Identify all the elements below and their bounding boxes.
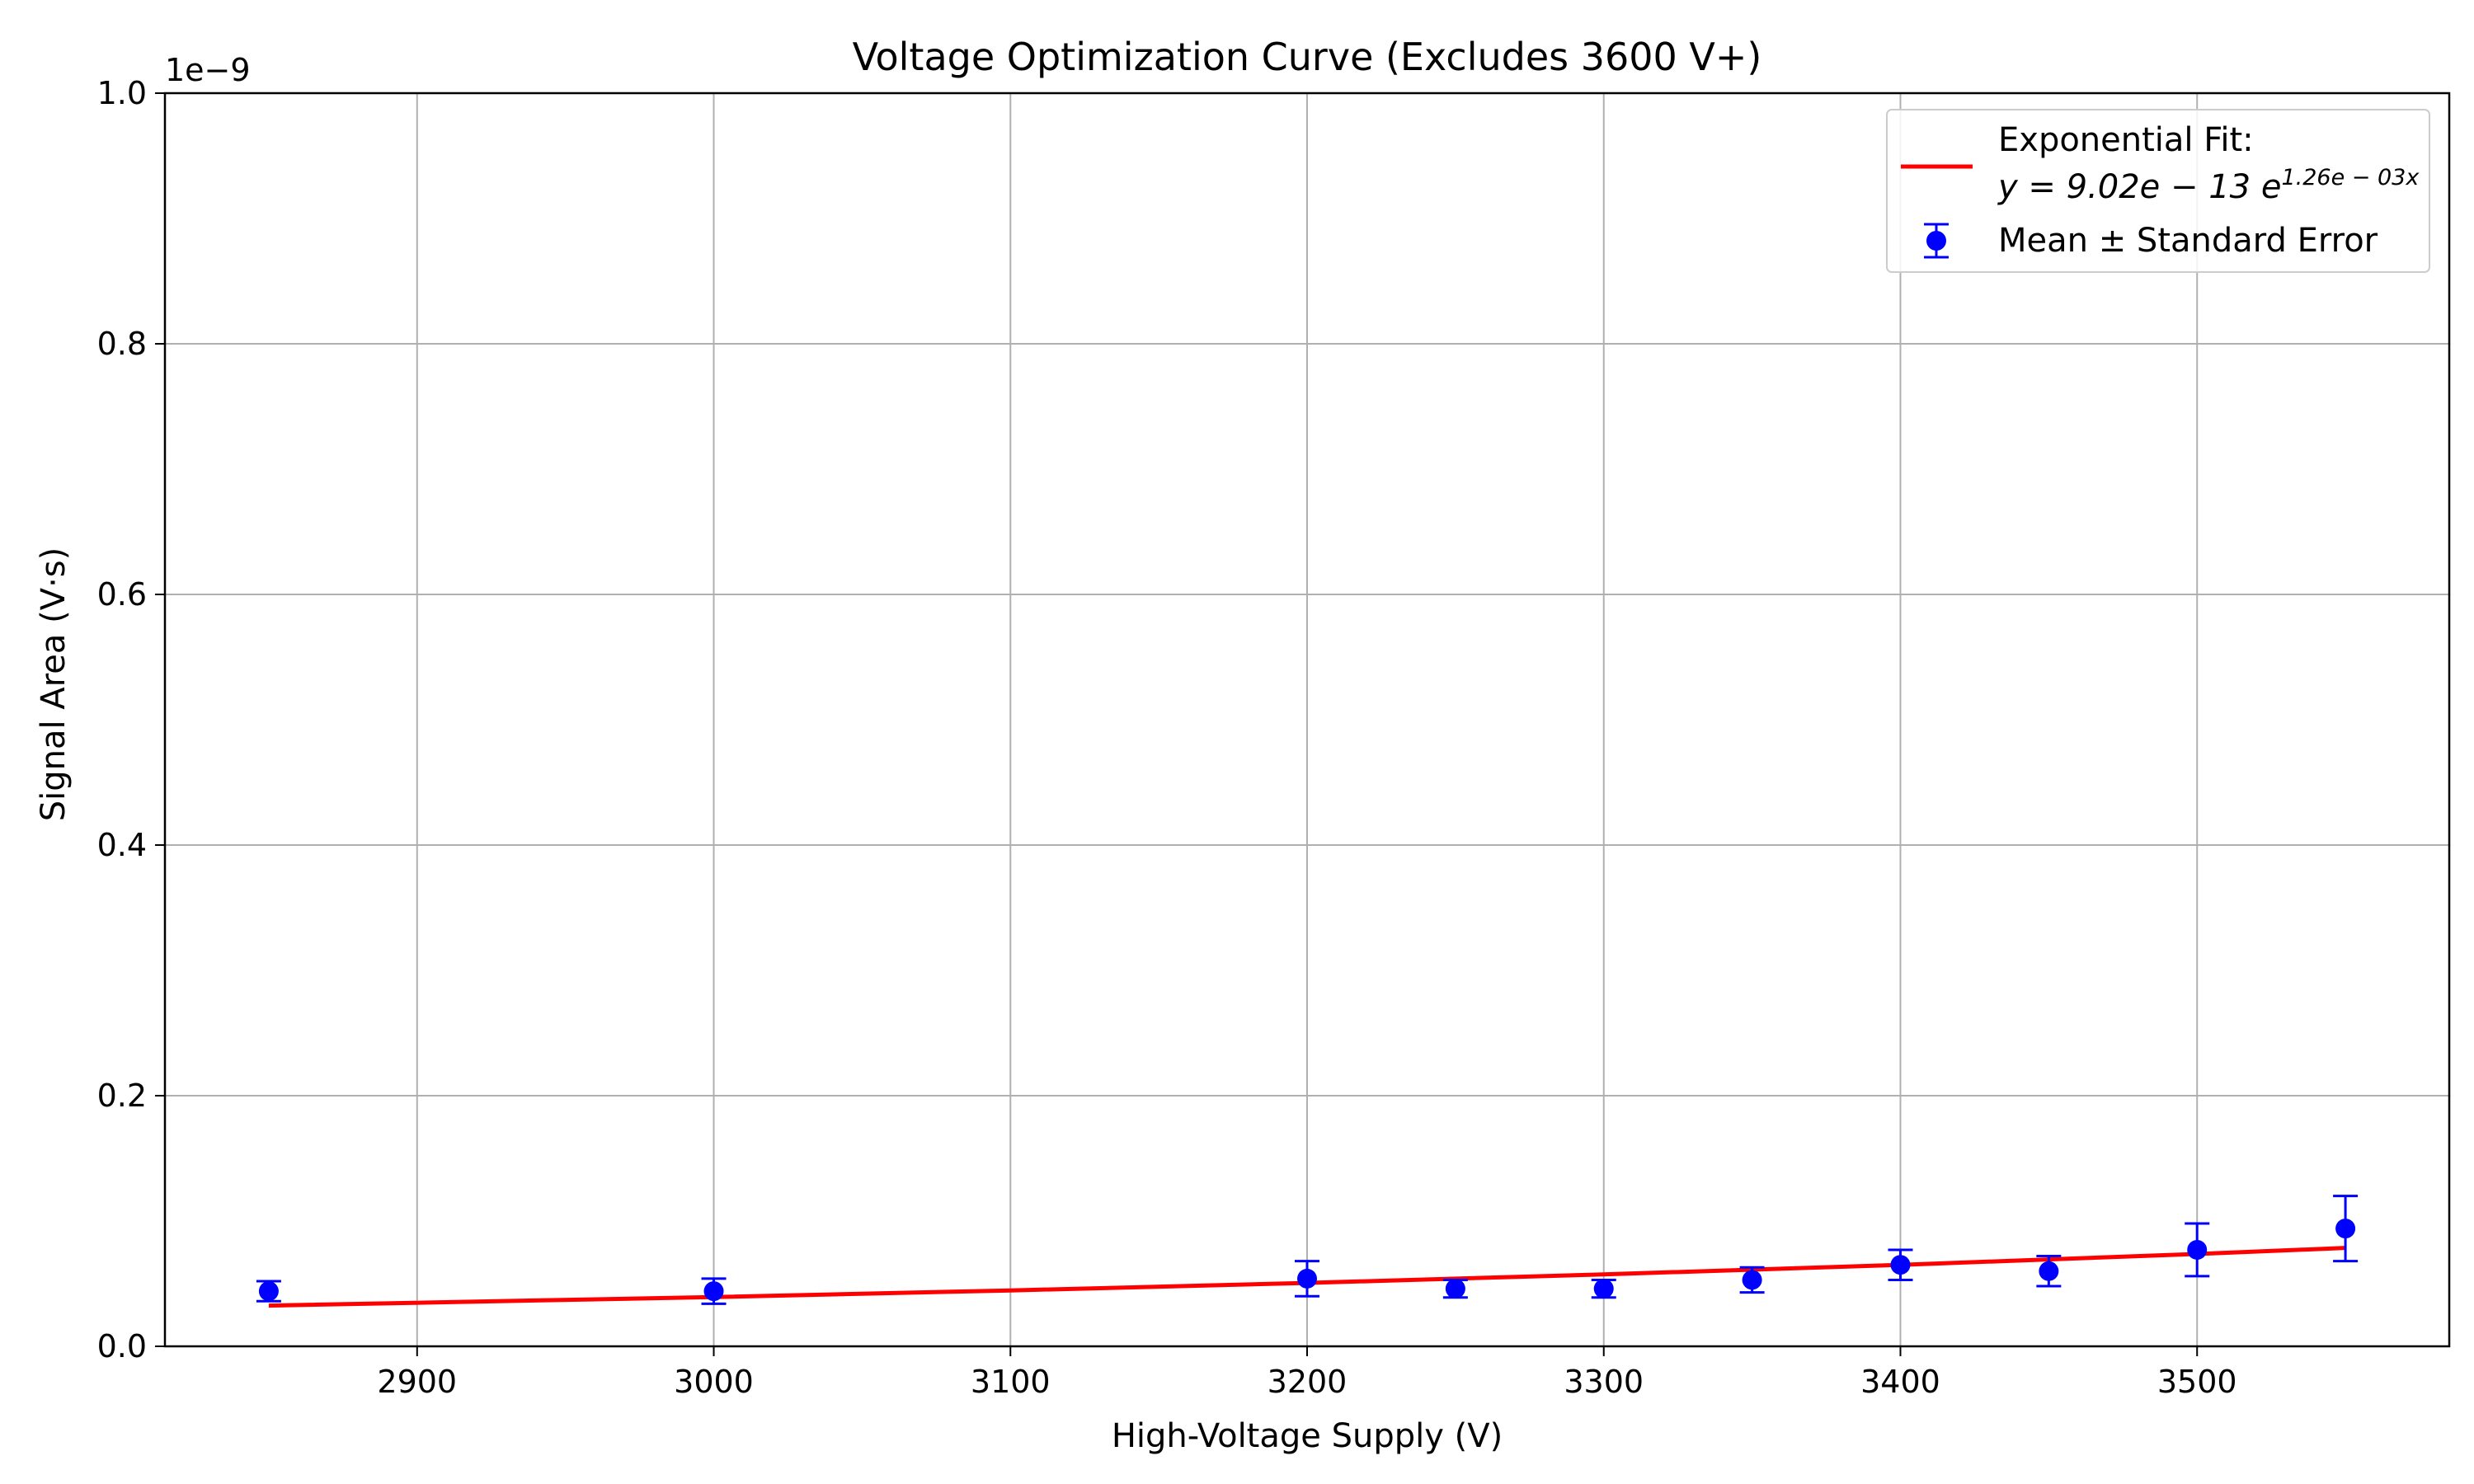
x-axis-ticks: 2900 3000 3100 3200 3300 3400 3500 — [377, 1346, 2237, 1400]
x-tick-label: 3100 — [971, 1364, 1051, 1400]
legend-fit-formula-base: y = 9.02e − 13 e — [1997, 168, 2281, 206]
data-point — [2335, 1219, 2356, 1239]
legend-fit-formula-exponent: 1.26e − 03x — [2281, 165, 2420, 190]
data-point — [258, 1281, 279, 1302]
x-tick-label: 3300 — [1564, 1364, 1644, 1400]
x-axis-label: High-Voltage Supply (V) — [1112, 1417, 1503, 1455]
legend: Exponential Fit: y = 9.02e − 13 e1.26e −… — [1886, 109, 2430, 273]
legend-frame — [1886, 109, 2430, 273]
data-point — [2187, 1239, 2208, 1260]
x-tick-label: 2900 — [377, 1364, 457, 1400]
data-point — [2039, 1261, 2059, 1281]
x-tick-label: 3000 — [674, 1364, 754, 1400]
legend-point-marker — [1926, 231, 1946, 251]
data-points-group — [256, 1195, 2359, 1305]
y-axis-offset-label: 1e−9 — [165, 52, 251, 88]
data-point — [1890, 1255, 1911, 1275]
fit-curve-group — [268, 1246, 2346, 1308]
data-point — [1593, 1279, 1614, 1299]
y-axis-label: Signal Area (V·s) — [35, 547, 73, 821]
data-point — [1445, 1279, 1465, 1299]
legend-fit-label: Exponential Fit: — [1998, 121, 2254, 159]
legend-points-label: Mean ± Standard Error — [1998, 222, 2378, 260]
y-tick-label: 0.0 — [97, 1328, 147, 1364]
y-tick-label: 0.2 — [97, 1078, 147, 1114]
x-tick-label: 3400 — [1860, 1364, 1940, 1400]
x-tick-label: 3500 — [2157, 1364, 2237, 1400]
legend-fit-formula: y = 9.02e − 13 e1.26e − 03x — [1997, 165, 2420, 206]
data-point — [1297, 1268, 1317, 1289]
data-point — [703, 1281, 724, 1302]
y-tick-label: 1.0 — [97, 75, 147, 111]
y-tick-label: 0.6 — [97, 576, 147, 613]
fit-curve-line — [268, 1246, 2346, 1308]
legend-point-swatch — [1924, 223, 1949, 259]
y-tick-label: 0.8 — [97, 326, 147, 362]
x-tick-label: 3200 — [1268, 1364, 1348, 1400]
y-axis-ticks: 0.0 0.2 0.4 0.6 0.8 1.0 — [97, 75, 165, 1364]
chart-title: Voltage Optimization Curve (Excludes 360… — [853, 35, 1762, 79]
data-point — [1742, 1270, 1762, 1290]
y-tick-label: 0.4 — [97, 827, 147, 863]
